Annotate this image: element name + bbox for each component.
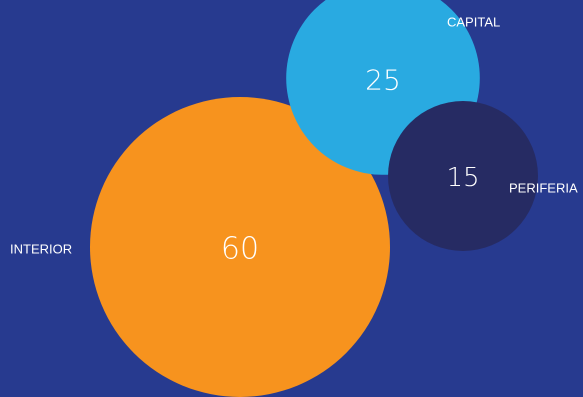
bubble-value-capital: 25: [365, 64, 401, 97]
bubble-circle-periferia: [388, 101, 538, 251]
bubble-interior: 60 INTERIOR: [10, 97, 390, 397]
bubble-value-interior: 60: [221, 232, 259, 267]
bubble-value-periferia: 15: [446, 163, 479, 193]
bubble-circle-interior: [90, 97, 390, 397]
bubble-periferia: 15 PERIFERIA: [388, 101, 578, 251]
bubble-label-interior: INTERIOR: [10, 242, 72, 257]
bubble-label-capital: CAPITAL: [447, 15, 500, 30]
bubble-label-periferia: PERIFERIA: [509, 181, 578, 196]
